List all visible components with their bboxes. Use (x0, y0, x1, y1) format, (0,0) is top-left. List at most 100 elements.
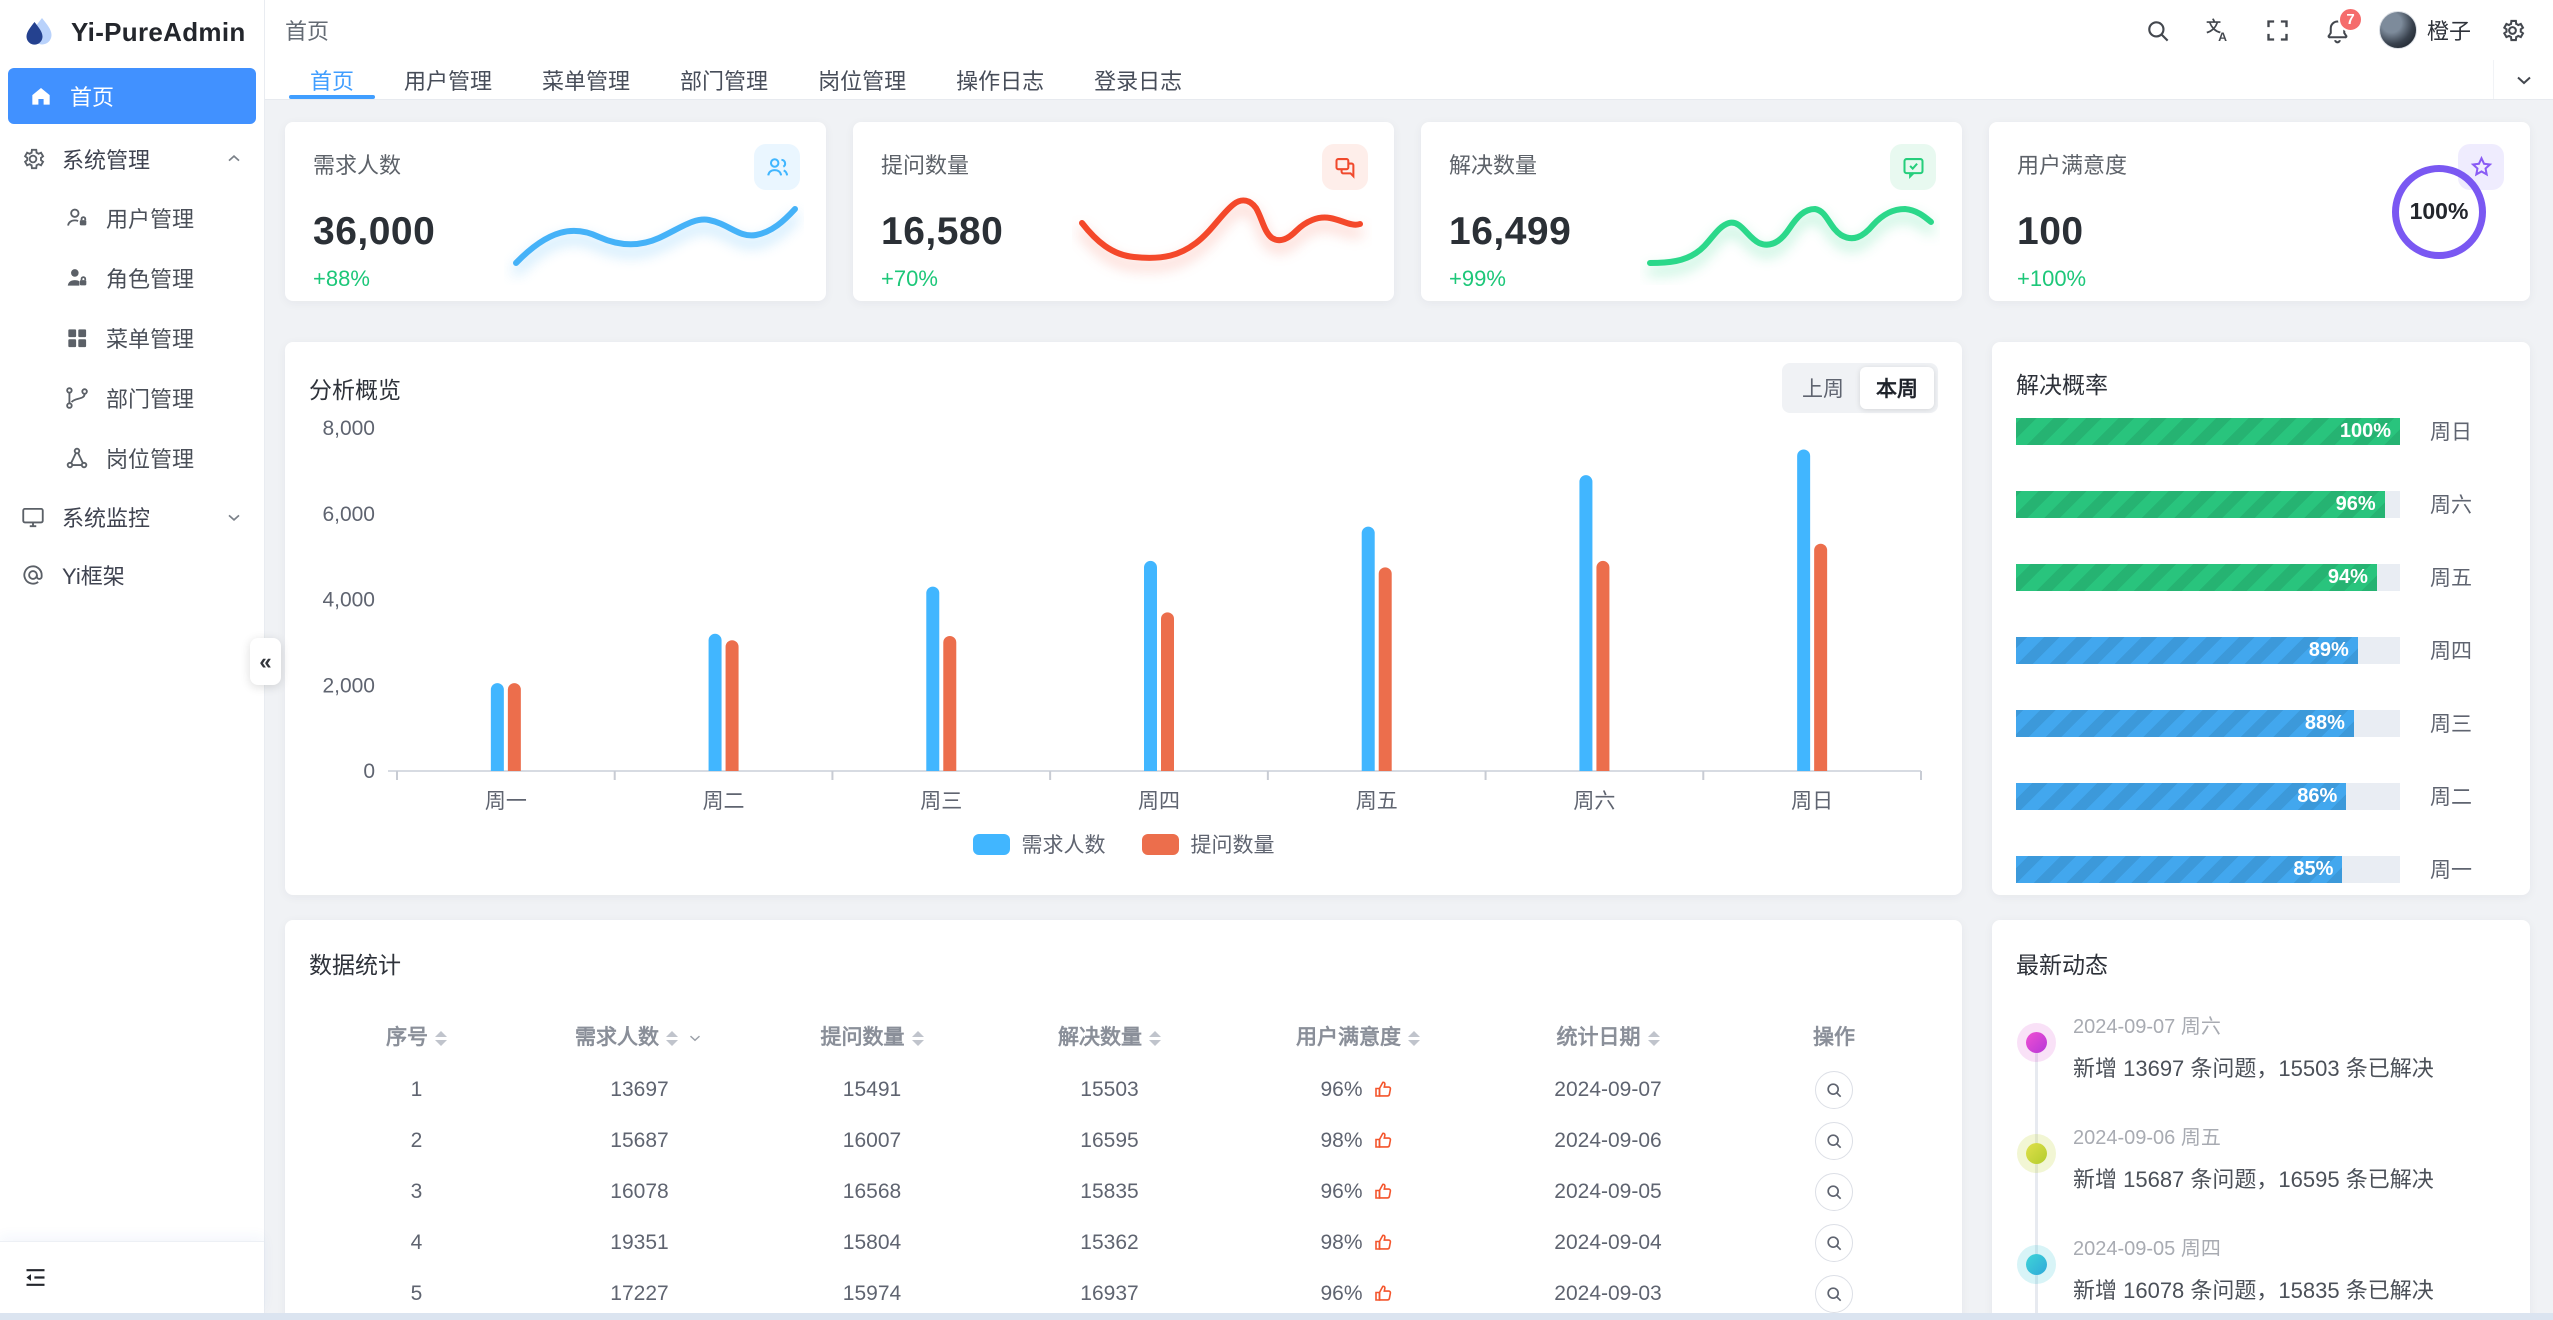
this-week-button[interactable]: 本周 (1860, 367, 1934, 409)
sidebar-item-label: 首页 (70, 85, 115, 110)
col-header-date[interactable]: 统计日期 (1486, 1008, 1730, 1064)
progress-track: 86% (2016, 782, 2400, 810)
last-week-button[interactable]: 上周 (1802, 378, 1844, 401)
fold-glyph: « (259, 648, 272, 674)
sort-icon[interactable] (1408, 1030, 1420, 1046)
progress-track: 89% (2016, 636, 2400, 664)
username: 橙子 (2426, 19, 2471, 44)
search-button[interactable] (2135, 7, 2181, 53)
branch-icon (66, 387, 88, 409)
sidebar-item-yi-framework[interactable]: Yi框架 (0, 546, 264, 604)
timeline-text: 新增 13697 条问题，15503 条已解决 (2073, 1056, 2434, 1081)
horizontal-scrollbar[interactable] (0, 1313, 2553, 1320)
sidebar-item-post-mgmt[interactable]: 岗位管理 (0, 428, 264, 488)
timeline-dot (2026, 1032, 2047, 1053)
timeline: 2024-09-07 周六 新增 13697 条问题，15503 条已解决 20… (2026, 1010, 2506, 1320)
tab[interactable]: 岗位管理 (818, 68, 907, 94)
cell-date: 2024-09-06 (1554, 1128, 1662, 1152)
progress-day-label: 周六 (2430, 494, 2472, 517)
col-header-satisfaction[interactable]: 用户满意度 (1230, 1008, 1486, 1064)
table-header-row: 序号 需求人数 提问数量 解决数量 用户满意度 统计日期 操作 (309, 1008, 1938, 1064)
translate-button[interactable]: 文 A (2195, 7, 2241, 53)
col-header-demand[interactable]: 需求人数 (524, 1008, 755, 1064)
svg-text:周三: 周三 (920, 790, 962, 813)
sparkline-green (1647, 205, 1934, 266)
sidebar-item-label: 岗位管理 (106, 447, 195, 472)
page-content: 需求人数 36,000 +88% 提问数量 16,580 (265, 100, 2553, 1320)
view-row-button[interactable] (1815, 1223, 1853, 1262)
progress-fill: 86% (2016, 782, 2347, 810)
system-mgmt-submenu: 用户管理 角色管理 菜单管理 (0, 188, 264, 488)
week-toggle: 上周 本周 (1782, 363, 1938, 413)
cell-index: 4 (410, 1230, 423, 1254)
col-header-solved[interactable]: 解决数量 (989, 1008, 1230, 1064)
sort-icon[interactable] (666, 1030, 678, 1046)
sort-icon[interactable] (911, 1030, 924, 1046)
table-row: 4 19351 15804 15362 98% (309, 1217, 1938, 1268)
cell-demand: 15687 (610, 1128, 669, 1152)
sidebar-item-dept-mgmt[interactable]: 部门管理 (0, 368, 264, 428)
stat-card-satisfaction: 用户满意度 100 +100% 100% (1989, 122, 2530, 301)
fullscreen-button[interactable] (2255, 7, 2301, 53)
translate-icon: 文 A (2207, 17, 2228, 43)
probability-row: 88% 周三 (2016, 708, 2506, 738)
view-row-button[interactable] (1815, 1172, 1853, 1211)
progress-percent: 96% (2335, 492, 2376, 515)
sidebar-item-role-mgmt[interactable]: 角色管理 (0, 248, 264, 308)
cell-demand: 17227 (610, 1281, 669, 1305)
sidebar-item-menu-mgmt[interactable]: 菜单管理 (0, 308, 264, 368)
progress-day-label: 周四 (2430, 640, 2472, 663)
view-row-button[interactable] (1815, 1070, 1853, 1109)
sidebar-item-system-monitor[interactable]: 系统监控 (0, 488, 264, 546)
filter-chevron-icon[interactable] (686, 1029, 704, 1047)
cell-demand: 13697 (610, 1077, 669, 1101)
timeline-dot (2026, 1143, 2047, 1164)
sort-icon[interactable] (1149, 1030, 1161, 1046)
cell-date: 2024-09-03 (1554, 1281, 1662, 1305)
timeline-dot (2026, 1254, 2047, 1275)
cell-questions: 16007 (842, 1128, 902, 1152)
view-row-button[interactable] (1815, 1121, 1853, 1160)
svg-text:周五: 周五 (1356, 790, 1398, 813)
progress-track: 96% (2016, 490, 2400, 518)
collapse-sidebar-icon[interactable] (22, 1264, 49, 1291)
main-area: 首页 文 A 7 (265, 0, 2553, 1320)
tab[interactable]: 用户管理 (404, 68, 493, 94)
cell-date: 2024-09-07 (1554, 1077, 1662, 1101)
sidebar-fold-button[interactable]: « (250, 638, 281, 685)
magnifier-icon (1827, 1286, 1842, 1301)
satisfaction-ring: 100% (2392, 164, 2486, 259)
col-header-questions[interactable]: 提问数量 (755, 1008, 989, 1064)
tags-dropdown-button[interactable] (2493, 60, 2553, 99)
settings-button[interactable] (2489, 7, 2535, 53)
tab[interactable]: 菜单管理 (542, 68, 631, 94)
tab[interactable]: 部门管理 (680, 68, 769, 94)
cell-questions: 16568 (842, 1179, 902, 1203)
sidebar-item-user-mgmt[interactable]: 用户管理 (0, 188, 264, 248)
view-row-button[interactable] (1815, 1274, 1853, 1313)
col-header-index[interactable]: 序号 (309, 1008, 524, 1064)
progress-fill: 89% (2016, 636, 2358, 664)
data-table: 序号 需求人数 提问数量 解决数量 用户满意度 统计日期 操作 (309, 1008, 1938, 1320)
sort-icon[interactable] (1647, 1030, 1660, 1046)
sidebar-item-home[interactable]: 首页 (8, 68, 256, 124)
user-menu[interactable]: 橙子 (2375, 11, 2475, 49)
legend-item[interactable]: 提问数量 (1141, 829, 1275, 859)
sidebar-item-label: 角色管理 (106, 267, 195, 292)
cell-actions (1730, 1115, 1938, 1166)
sort-icon[interactable] (435, 1030, 447, 1046)
legend-item[interactable]: 需求人数 (972, 829, 1106, 859)
svg-text:周二: 周二 (703, 790, 745, 813)
sidebar-item-system-mgmt[interactable]: 系统管理 (0, 130, 264, 188)
tab[interactable]: 操作日志 (956, 68, 1045, 94)
stat-value: 36,000 (313, 210, 436, 253)
probability-row: 94% 周五 (2016, 562, 2506, 592)
cell-index: 3 (410, 1179, 423, 1203)
notifications-button[interactable]: 7 (2315, 7, 2363, 53)
stat-card-demand: 需求人数 36,000 +88% (285, 122, 826, 301)
logo[interactable]: Yi-PureAdmin (0, 0, 264, 64)
sidebar-item-label: 系统管理 (62, 148, 151, 173)
tab[interactable]: 登录日志 (1094, 68, 1183, 94)
tab[interactable]: 首页 (285, 60, 379, 99)
